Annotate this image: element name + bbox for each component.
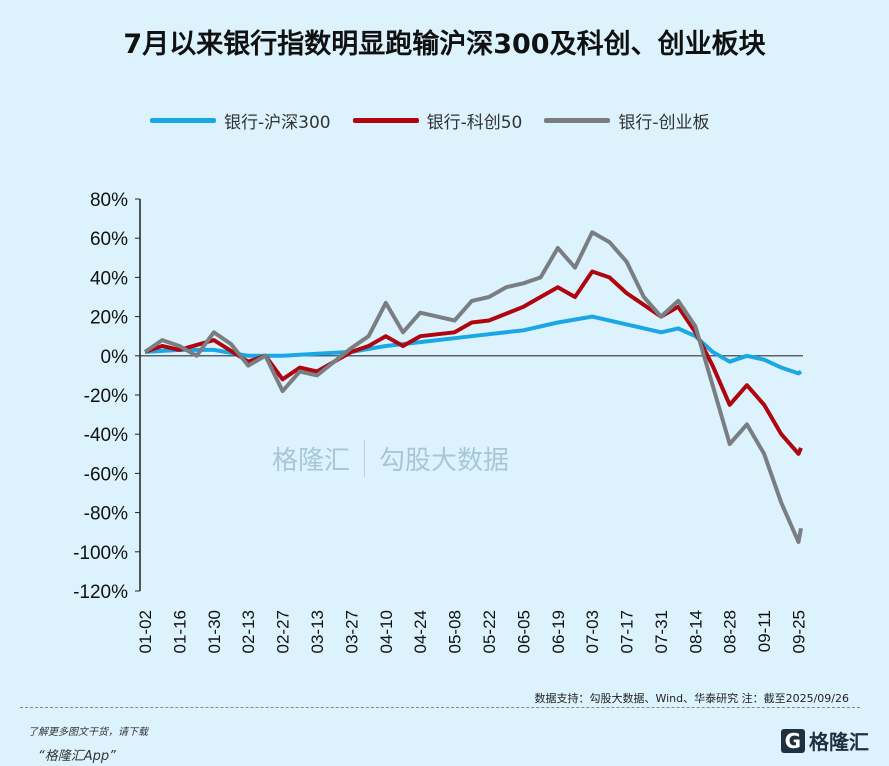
x-tick-label: 09-11 (755, 610, 774, 652)
x-tick-label: 05-22 (480, 610, 499, 653)
legend: 银行-沪深300 银行-科创50 银行-创业板 (150, 108, 710, 133)
x-tick-label: 03-27 (342, 610, 361, 653)
watermark-right: 勾股大数据 (364, 440, 509, 477)
y-tick-label: -100% (73, 543, 128, 564)
x-tick-label: 03-13 (308, 610, 327, 653)
x-tick-label: 09-25 (790, 610, 809, 653)
legend-label: 银行-沪深300 (224, 113, 331, 133)
legend-swatch (544, 118, 611, 123)
footer-app: “格隆汇App” (38, 749, 116, 764)
watermark-left: 格隆汇 (272, 446, 351, 476)
x-tick-label: 01-30 (205, 610, 224, 653)
divider (20, 707, 860, 708)
line-chart: 80% 60% 40% 20% 0% -20% -40% -60% -80% -100% -120%… (73, 190, 809, 653)
x-tick-label: 08-14 (686, 610, 705, 653)
y-tick-label: 40% (90, 268, 128, 289)
series-line-0 (144, 314, 803, 376)
y-tick-label: 0% (101, 347, 129, 368)
legend-swatch (352, 118, 419, 123)
y-tick-label: -20% (84, 386, 128, 407)
y-tick-label: 60% (90, 229, 128, 250)
x-tick-label: 05-08 (446, 610, 465, 653)
x-tick-label: 01-02 (136, 610, 155, 653)
brand-logo: G 格隆汇 (780, 726, 869, 755)
x-tick-label: 02-13 (239, 610, 258, 653)
legend-swatch (150, 118, 216, 123)
x-tick-label: 07-17 (618, 610, 637, 653)
x-tick-label: 04-10 (377, 610, 396, 653)
legend-item-hs300: 银行-沪深300 (150, 108, 331, 133)
x-tick-label: 07-03 (583, 610, 602, 653)
y-tick-label: -120% (73, 582, 128, 603)
legend-label: 银行-创业板 (618, 113, 710, 133)
x-tick-label: 08-28 (721, 610, 740, 653)
legend-label: 银行-科创50 (426, 113, 523, 133)
series-line-2 (143, 230, 803, 544)
y-tick-label: 20% (90, 308, 128, 329)
x-tick-label: 07-31 (652, 610, 671, 653)
y-tick-label: 80% (90, 190, 128, 211)
footer-text: 了解更多图文干货，请下载 (28, 727, 148, 738)
y-tick-label: -40% (84, 425, 128, 446)
x-tick-label: 01-16 (170, 610, 189, 653)
x-tick-label: 06-19 (549, 610, 568, 653)
logo-icon: G (780, 728, 805, 753)
x-tick-label: 04-24 (411, 610, 430, 653)
chart-title: 7月以来银行指数明显跑输沪深300及科创、创业板块 (123, 29, 766, 60)
y-tick-label: -80% (84, 504, 128, 525)
logo-text: 格隆汇 (809, 730, 869, 754)
x-tick-label: 02-27 (274, 610, 293, 653)
legend-item-kc50: 银行-科创50 (352, 108, 523, 133)
legend-item-chinext: 银行-创业板 (544, 108, 710, 133)
x-tick-label: 06-05 (514, 610, 533, 653)
watermark: 格隆汇 勾股大数据 (272, 440, 509, 477)
y-tick-label: -60% (84, 464, 128, 485)
source-note: 数据支持：勾股大数据、Wind、华泰研究 注：截至2025/09/26 (534, 692, 849, 705)
